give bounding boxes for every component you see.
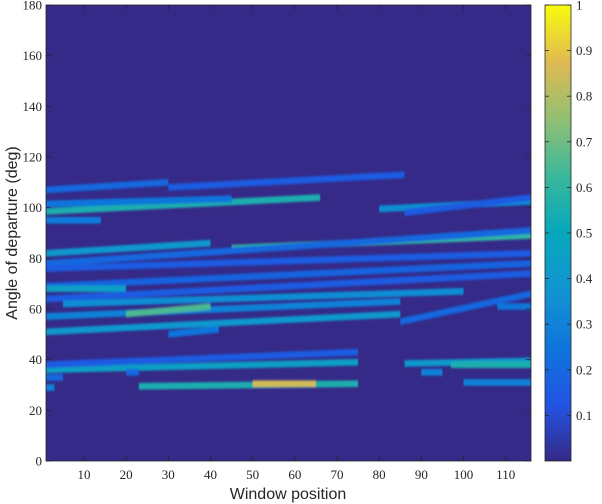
- colorbar-tick-label: 0.6: [576, 180, 593, 195]
- colorbar-tick-label: 0.7: [576, 134, 593, 149]
- x-tick-label: 40: [204, 467, 217, 482]
- x-tick-label: 20: [120, 467, 133, 482]
- colorbar-tick-label: 0.9: [576, 43, 592, 58]
- x-tick-label: 50: [246, 467, 259, 482]
- y-tick-label: 40: [29, 352, 42, 367]
- heatmap-track-19: [400, 290, 531, 325]
- y-tick-label: 0: [36, 454, 43, 469]
- heatmap-track-1: [46, 195, 232, 208]
- heatmap-track-30: [421, 369, 443, 376]
- heatmap-track-10: [46, 250, 531, 272]
- heatmap-track-9: [46, 227, 531, 267]
- x-tick-label: 70: [331, 467, 344, 482]
- heatmap-track-0: [46, 194, 321, 215]
- x-tick-label: 30: [162, 467, 175, 482]
- colorbar-tick-label: 0.4: [576, 271, 593, 286]
- heatmap-tracks: [46, 171, 531, 391]
- heatmap-track-17: [46, 310, 401, 336]
- heatmap-track-31: [463, 379, 531, 386]
- x-tick-label: 110: [496, 467, 515, 482]
- heatmap-track-12: [46, 285, 127, 292]
- heatmap-track-13: [46, 270, 531, 303]
- y-tick-label: 140: [23, 99, 43, 114]
- heatmap-track-16: [126, 303, 211, 318]
- x-tick-label: 60: [288, 467, 301, 482]
- heatmap-track-23: [46, 374, 63, 381]
- y-tick-label: 60: [29, 302, 42, 317]
- y-tick-label: 160: [23, 48, 43, 63]
- heatmap-track-3: [168, 171, 405, 191]
- heatmap-track-22: [46, 348, 359, 368]
- colorbar-tick-label: 1: [576, 0, 583, 13]
- heatmap-track-20: [497, 303, 531, 310]
- heatmap-track-18: [168, 326, 219, 338]
- plot-frame: [45, 4, 532, 462]
- colorbar-tick-label: 0.5: [576, 226, 592, 241]
- heatmap-track-4: [46, 217, 101, 224]
- x-tick-label: 10: [77, 467, 90, 482]
- heatmap-track-6: [404, 194, 531, 216]
- x-axis-label: Window position: [230, 486, 347, 503]
- heatmap-track-24: [46, 384, 55, 391]
- heatmap-track-27: [252, 380, 316, 387]
- heatmap-track-29: [450, 361, 531, 368]
- heatmap-track-21: [46, 358, 359, 374]
- heatmap-track-14: [62, 288, 464, 308]
- y-axis-label: Angle of departure (deg): [4, 146, 21, 319]
- colorbar-tick-label: 0.8: [576, 89, 592, 104]
- heatmap-track-2: [46, 179, 169, 194]
- x-axis-ticks: 10 20 30 40 50 60 70 80 90 100 110: [77, 5, 515, 482]
- heatmap-track-11: [46, 260, 531, 290]
- y-tick-label: 20: [29, 403, 42, 418]
- x-tick-label: 90: [415, 467, 428, 482]
- y-tick-label: 80: [29, 251, 42, 266]
- colorbar-ticks: 0.1 0.2 0.3 0.4 0.5 0.6 0.7 0.8 0.9 1: [545, 0, 593, 423]
- colorbar-tick-label: 0.3: [576, 317, 592, 332]
- x-tick-label: 80: [373, 467, 386, 482]
- heatmap-track-25: [126, 369, 139, 376]
- y-axis-ticks: 0 20 40 60 80 100 120 140 160 180: [23, 0, 531, 469]
- y-tick-label: 180: [23, 0, 43, 13]
- y-tick-label: 100: [23, 200, 43, 215]
- y-tick-label: 120: [23, 150, 43, 165]
- heatmap-track-7: [46, 239, 211, 257]
- colorbar-tick-label: 0.1: [576, 408, 592, 423]
- colorbar-tick-label: 0.2: [576, 362, 592, 377]
- x-tick-label: 100: [454, 467, 474, 482]
